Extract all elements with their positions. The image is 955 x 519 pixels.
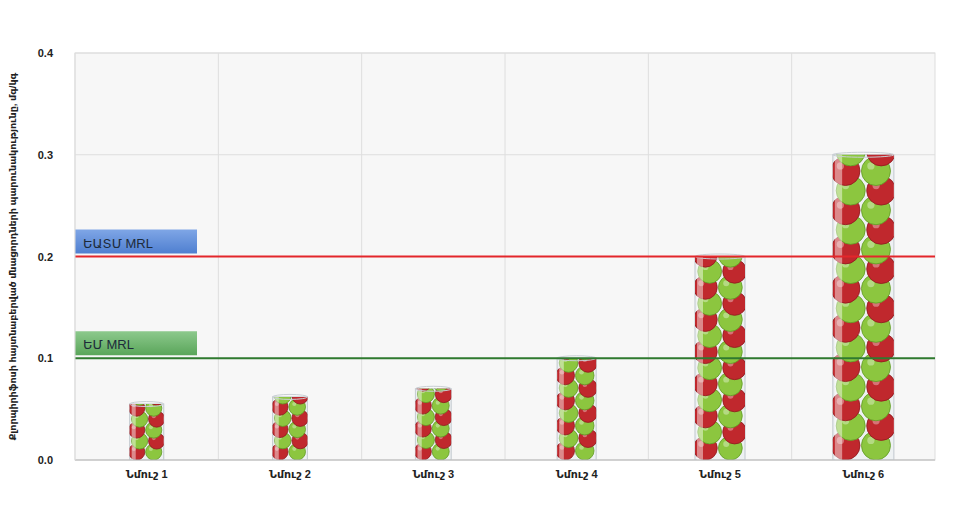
jar: [693, 243, 746, 460]
y-axis-line: [75, 53, 76, 460]
grid-line: [75, 154, 935, 155]
x-tick-label: Նմուշ 1: [126, 468, 168, 480]
grid-line: [75, 460, 935, 461]
jar: [414, 374, 452, 460]
glass-shine: [275, 397, 279, 460]
glass-shine: [835, 155, 842, 460]
reference-label: ԵԱՏՄ MRL: [83, 236, 153, 251]
reference-lines: [75, 257, 935, 359]
reference-label-box: [75, 331, 197, 355]
apples: [273, 397, 308, 460]
reference-label: ԵՄ MRL: [83, 337, 134, 352]
grid-line: [75, 256, 935, 257]
jar-rim: [415, 386, 451, 391]
jar: [129, 389, 165, 460]
reference-label-box: [75, 230, 197, 254]
apples: [130, 404, 164, 460]
reference-line: [75, 357, 935, 359]
jar: [272, 387, 309, 460]
jar-rim: [273, 394, 308, 399]
grid-line: [75, 358, 935, 359]
bar: [273, 397, 308, 460]
y-tick-label: 0.4: [38, 47, 54, 59]
reference-line: [75, 256, 935, 258]
y-tick-label: 0.0: [38, 454, 53, 466]
apples: [415, 389, 451, 460]
y-tick-label: 0.3: [38, 149, 53, 161]
chart: 0.0 0.1 0.2 0.3 0.4 Քլորպիրիֆոսի հայտնաբերված…: [0, 0, 955, 519]
glass-shine: [559, 358, 564, 460]
x-tick-label: Նմուշ 5: [699, 468, 741, 480]
bars: [129, 137, 896, 460]
jar-rim: [833, 152, 894, 157]
y-tick-label: 0.1: [38, 352, 53, 364]
glass-shine: [132, 404, 136, 460]
y-tick-label: 0.2: [38, 251, 53, 263]
apples: [557, 358, 596, 460]
jar: [831, 137, 896, 460]
plot-area: [75, 53, 935, 460]
x-tick-label: Նմուշ 3: [412, 468, 454, 480]
apples: [833, 155, 894, 460]
x-axis-line: [75, 460, 935, 461]
glass-shine: [417, 389, 421, 460]
jar-rim: [130, 402, 164, 407]
x-tick-label: Նմուշ 6: [842, 468, 884, 480]
x-tick-label: Նմուշ 2: [269, 468, 311, 480]
x-tick-label: Նմուշ 4: [556, 468, 599, 480]
grid-line: [75, 53, 935, 54]
y-axis-title: Քլորպիրիֆոսի հայտնաբերված մնացորդների պա…: [7, 72, 18, 440]
